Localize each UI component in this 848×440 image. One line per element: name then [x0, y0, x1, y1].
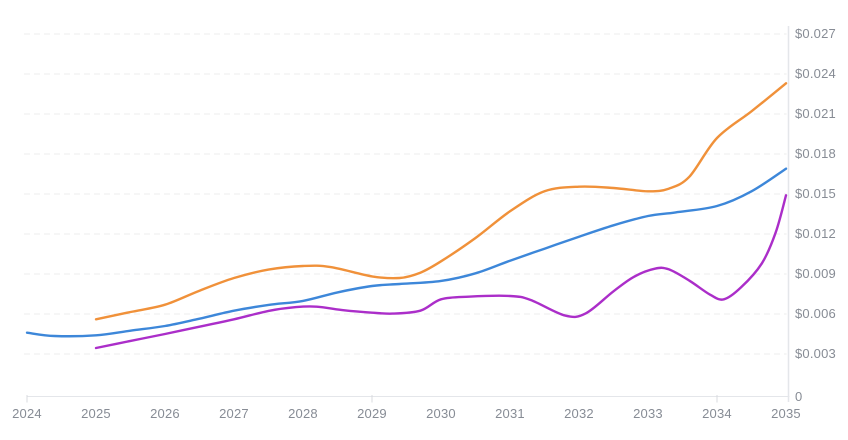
y-tick-label: $0.024 [795, 66, 836, 81]
x-tick-label: 2031 [495, 406, 525, 421]
y-tick-label: $0.003 [795, 346, 836, 361]
y-tick-label: $0.015 [795, 186, 836, 201]
y-tick-label: $0.009 [795, 266, 836, 281]
y-tick-label: $0.018 [795, 146, 836, 161]
x-tick-label: 2035 [771, 406, 801, 421]
y-tick-label: $0.012 [795, 226, 836, 241]
x-tick-label: 2029 [357, 406, 387, 421]
x-tick-label: 2028 [288, 406, 318, 421]
y-tick-label: $0.021 [795, 106, 836, 121]
x-tick-label: 2026 [150, 406, 180, 421]
x-tick-label: 2030 [426, 406, 456, 421]
x-tick-label: 2033 [633, 406, 663, 421]
y-tick-label: $0.006 [795, 306, 836, 321]
x-tick-label: 2025 [81, 406, 111, 421]
y-tick-label: $0.027 [795, 26, 836, 41]
y-tick-label: 0 [795, 388, 803, 404]
x-tick-label: 2034 [702, 406, 732, 421]
blue-forecast-line [25, 167, 788, 338]
x-tick-label: 2032 [564, 406, 594, 421]
x-tick-label: 2024 [12, 406, 42, 421]
orange-forecast-line [94, 82, 788, 321]
magenta-forecast-line [94, 194, 788, 350]
x-tick-label: 2027 [219, 406, 249, 421]
